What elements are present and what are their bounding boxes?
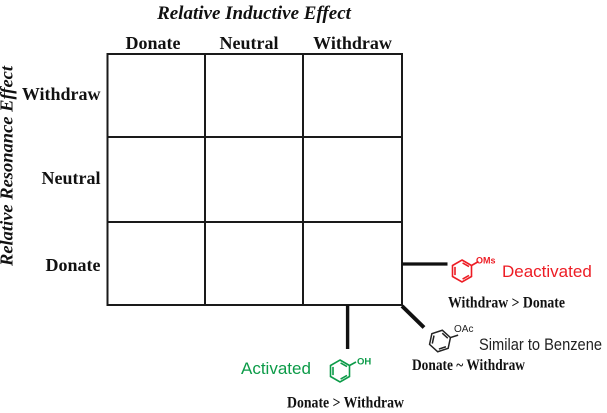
svg-text:Donate > Withdraw: Donate > Withdraw — [287, 395, 404, 412]
svg-text:Activated: Activated — [241, 359, 311, 378]
svg-text:OH: OH — [357, 357, 371, 368]
svg-text:Withdraw: Withdraw — [313, 33, 392, 53]
svg-text:Similar to Benzene: Similar to Benzene — [479, 335, 602, 354]
svg-text:Relative Inductive Effect: Relative Inductive Effect — [156, 3, 352, 24]
svg-text:Donate ~ Withdraw: Donate ~ Withdraw — [412, 357, 525, 374]
svg-text:Relative Resonance Effect: Relative Resonance Effect — [0, 65, 17, 267]
svg-text:Donate: Donate — [46, 255, 101, 275]
svg-text:OMs: OMs — [476, 256, 496, 266]
svg-text:Neutral: Neutral — [220, 33, 279, 53]
svg-text:Donate: Donate — [126, 33, 181, 53]
svg-text:Neutral: Neutral — [42, 168, 101, 188]
svg-text:Deactivated: Deactivated — [502, 262, 592, 281]
svg-text:OAc: OAc — [454, 324, 473, 335]
svg-text:Withdraw: Withdraw — [22, 84, 101, 104]
svg-text:Withdraw > Donate: Withdraw > Donate — [448, 295, 565, 312]
